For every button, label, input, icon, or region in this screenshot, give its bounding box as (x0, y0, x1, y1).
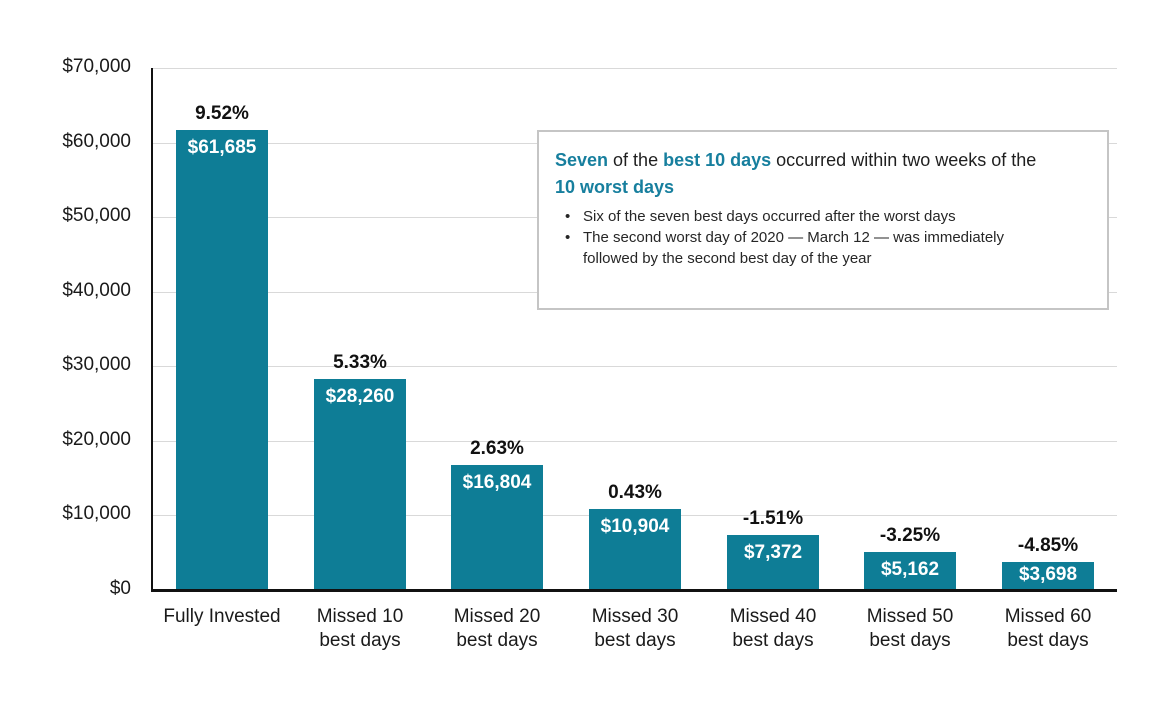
annotation-bullet-item: • The second worst day of 2020 — March 12… (555, 227, 1091, 269)
x-axis-category-label: Fully Invested (163, 606, 281, 627)
bullet-text: Six of the seven best days occurred afte… (583, 208, 956, 225)
bullet-icon: • (565, 229, 571, 246)
bar-value-label: $7,372 (743, 542, 803, 563)
annotation-heading: Seven of the best 10 days occurred withi… (555, 147, 1091, 201)
annotation-heading-line: 10 worst days (555, 174, 1091, 201)
bar-value-label: $10,904 (600, 516, 670, 537)
bar-percent-label: -3.25% (879, 525, 941, 546)
bar (451, 465, 543, 590)
x-axis-category-label: Missed 10 best days (316, 606, 404, 651)
annotation-box: Seven of the best 10 days occurred withi… (537, 130, 1109, 310)
y-gridline (153, 366, 1117, 367)
bar-percent-label: 2.63% (470, 438, 524, 459)
bar-value-label: $16,804 (462, 472, 532, 493)
bar-percent-label: -1.51% (742, 508, 804, 529)
y-axis-tick-label: $70,000 (62, 56, 131, 77)
y-axis-tick-label: $60,000 (62, 131, 131, 152)
y-axis-tick-label: $30,000 (62, 354, 131, 375)
y-axis-tick-label: $20,000 (62, 429, 131, 450)
x-axis-line (151, 589, 1117, 592)
bar (864, 552, 956, 590)
bar-value-label: $28,260 (325, 386, 395, 407)
x-axis-category-label: Missed 60 best days (1004, 606, 1092, 651)
annotation-heading-line: Seven of the best 10 days occurred withi… (555, 147, 1091, 174)
bar (314, 379, 406, 590)
bar-percent-label: 5.33% (333, 352, 387, 373)
bar-value-label: $3,698 (1018, 564, 1078, 585)
y-axis-tick-label: $50,000 (62, 205, 131, 226)
bar-percent-label: 9.52% (195, 103, 249, 124)
x-axis-category-label: Missed 20 best days (453, 606, 541, 651)
annotation-plain-text: of the (608, 150, 664, 170)
x-axis-category-label: Missed 30 best days (591, 606, 679, 651)
bar-percent-label: -4.85% (1017, 535, 1079, 556)
y-axis-tick-label: $40,000 (62, 280, 131, 301)
bullet-icon: • (565, 208, 571, 225)
bullet-text: The second worst day of 2020 — March 12 … (583, 229, 1005, 267)
y-gridline (153, 68, 1117, 69)
annotation-plain-text: occurred within two weeks of the (771, 150, 1037, 170)
bar (727, 535, 819, 590)
x-axis-category-label: Missed 40 best days (729, 606, 817, 651)
bar-percent-label: 0.43% (608, 482, 662, 503)
bar (589, 509, 681, 590)
y-gridline (153, 441, 1117, 442)
annotation-highlight-text: best 10 days (663, 150, 772, 170)
bar-value-label: $5,162 (880, 559, 940, 580)
x-axis-category-label: Missed 50 best days (866, 606, 954, 651)
annotation-highlight-text: 10 worst days (555, 177, 675, 197)
annotation-bullet-item: • Six of the seven best days occurred aft… (555, 206, 1091, 227)
y-axis-line (151, 68, 153, 591)
y-axis-tick-label: $10,000 (62, 503, 131, 524)
y-axis-tick-label: $0 (109, 578, 131, 599)
bar (176, 130, 268, 590)
annotation-bullet-list: • Six of the seven best days occurred aft… (555, 206, 1091, 269)
bar-value-label: $61,685 (187, 137, 257, 158)
bar (1002, 562, 1094, 590)
annotation-highlight-text: Seven (555, 150, 609, 170)
